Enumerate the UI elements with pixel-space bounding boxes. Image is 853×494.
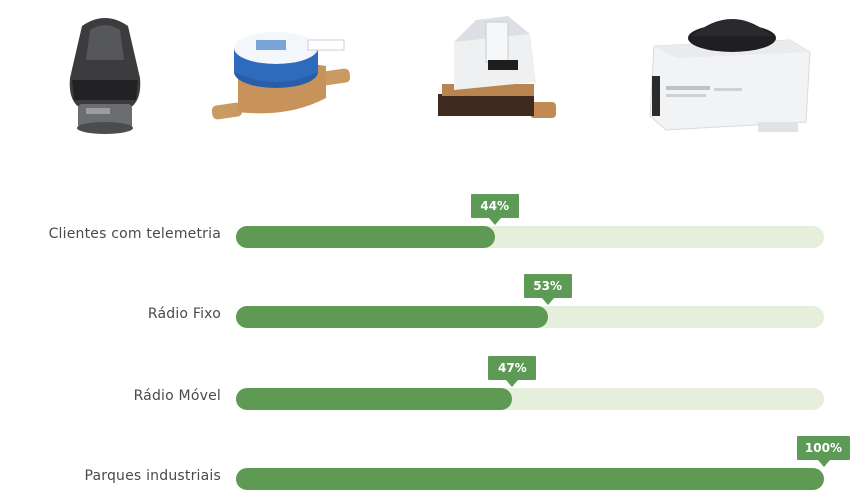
category-label: Rádio Móvel — [133, 388, 221, 404]
value-label: 100% — [796, 436, 850, 460]
category-label: Parques industriais — [84, 468, 221, 484]
chart-row: Rádio Móvel 47% — [0, 356, 853, 414]
smart-meter-head-icon — [69, 18, 141, 134]
chart-row: Parques industriais 100% — [0, 436, 853, 494]
value-label: 44% — [470, 194, 519, 218]
product-images — [0, 0, 853, 150]
value-label: 53% — [523, 274, 572, 298]
bar-track — [236, 226, 824, 248]
value-label: 47% — [488, 356, 537, 380]
bar-fill — [236, 388, 513, 410]
water-meter-icon — [211, 32, 351, 120]
value-callout: 44% — [470, 194, 519, 225]
value-callout: 100% — [796, 436, 850, 467]
chart-row: Clientes com telemetria 44% — [0, 194, 853, 252]
callout-pointer — [488, 218, 501, 225]
category-label: Clientes com telemetria — [48, 226, 221, 242]
value-callout: 53% — [523, 274, 572, 305]
bar-track — [236, 388, 824, 410]
value-callout: 47% — [488, 356, 537, 387]
category-label: Rádio Fixo — [147, 306, 221, 322]
telemetry-chart: Clientes com telemetria 44% Rádio Fixo 53% R… — [0, 170, 853, 490]
bar-fill — [236, 468, 824, 490]
white-meter-icon — [438, 16, 556, 118]
callout-pointer — [541, 298, 554, 305]
bar-fill — [236, 226, 495, 248]
chart-row: Rádio Fixo 53% — [0, 274, 853, 332]
bar-track — [236, 468, 824, 490]
bar-fill — [236, 306, 548, 328]
bar-track — [236, 306, 824, 328]
callout-pointer — [818, 460, 830, 467]
callout-pointer — [506, 380, 519, 387]
gateway-box-icon — [649, 19, 811, 132]
